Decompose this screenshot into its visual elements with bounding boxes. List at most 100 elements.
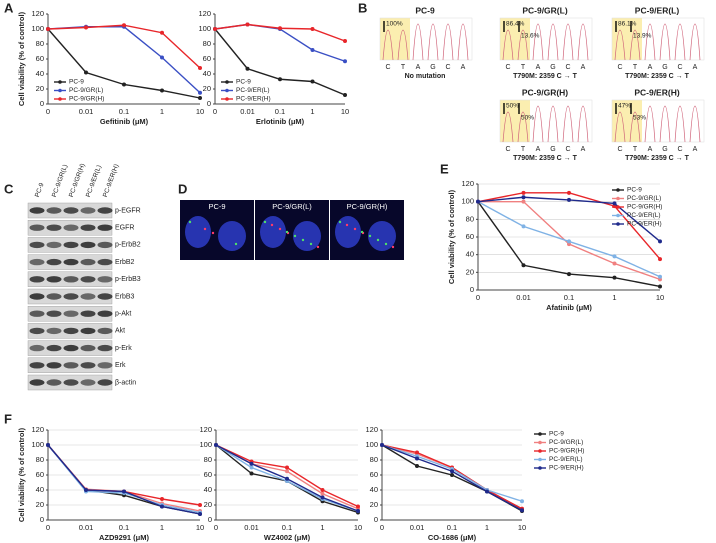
legend-label: PC-9/GR(H)	[549, 448, 584, 455]
data-point	[310, 79, 315, 84]
seq-peak	[689, 23, 701, 61]
fish-signal	[278, 227, 282, 231]
seq-peak	[644, 23, 656, 61]
blot-band	[29, 241, 45, 249]
data-point	[214, 443, 218, 447]
y-tick-label: 40	[370, 485, 378, 494]
data-point	[310, 48, 315, 52]
fish-signal	[309, 242, 313, 246]
seq-caption: No mutation	[405, 73, 446, 80]
data-point	[521, 224, 526, 229]
y-tick-label: 100	[461, 197, 474, 206]
data-point	[320, 495, 325, 500]
x-tick-label: 1	[160, 523, 164, 532]
series-line	[47, 444, 201, 514]
data-point	[213, 27, 217, 31]
data-point	[567, 239, 571, 244]
fish-signal	[384, 242, 388, 246]
legend-label: PC-9/GR(L)	[549, 439, 583, 446]
data-point	[160, 504, 164, 509]
data-point	[285, 469, 289, 474]
blot-band	[97, 207, 113, 214]
data-point	[521, 190, 526, 195]
legend-label: PC-9	[69, 79, 84, 86]
seq-percent: 13.9%	[633, 33, 652, 40]
x-tick-label: 0.1	[282, 523, 292, 532]
y-tick-label: 80	[203, 39, 211, 48]
seq-peak	[517, 29, 529, 61]
data-point	[612, 254, 617, 259]
x-tick-label: 0.01	[79, 107, 94, 116]
seq-base: C	[505, 146, 510, 153]
blot-column-label: PC-9	[34, 182, 46, 199]
blot-band	[80, 258, 96, 266]
fish-label: PC-9/GR(L)	[272, 202, 312, 211]
seq-base: C	[565, 64, 570, 71]
seq-peak	[412, 23, 424, 61]
series-line	[215, 444, 359, 508]
x-tick-label: 0.1	[119, 523, 129, 532]
blot-band	[80, 207, 96, 214]
legend-marker	[616, 205, 620, 209]
data-point	[278, 77, 282, 82]
seq-base: T	[521, 64, 526, 71]
seq-base: T	[521, 146, 526, 153]
x-tick-label: 0	[214, 523, 218, 532]
seq-frame	[499, 17, 593, 61]
blot-band	[97, 362, 113, 369]
seq-percent: 86.1%	[618, 21, 637, 28]
data-point	[658, 284, 662, 289]
seq-title: PC-9/ER(H)	[634, 87, 680, 97]
blot-row-label: ErbB3	[115, 293, 135, 300]
series-line	[381, 444, 523, 512]
legend-marker	[538, 432, 542, 436]
seq-peak	[614, 29, 626, 61]
seq-percent: 13.6%	[521, 33, 540, 40]
y-tick-label: 80	[36, 455, 44, 464]
x-tick-label: 0.01	[410, 523, 425, 532]
legend-label: PC-9/ER(H)	[549, 465, 584, 472]
seq-percent: 53%	[633, 115, 646, 122]
fish-signal	[188, 220, 192, 224]
blot-band	[46, 207, 62, 214]
y-tick-label: 20	[36, 500, 44, 509]
blot-band	[29, 293, 45, 300]
data-point	[612, 261, 617, 266]
y-tick-label: 120	[31, 9, 44, 18]
blot-row-label: ErbB2	[115, 259, 135, 266]
y-tick-label: 40	[204, 485, 212, 494]
legend-marker	[616, 213, 620, 218]
blot-band	[63, 310, 79, 317]
seq-base: T	[633, 64, 638, 71]
data-point	[356, 509, 360, 513]
seq-peak	[532, 105, 544, 143]
y-tick-label: 0	[208, 515, 212, 524]
seq-caption: T790M: 2359 C → T	[625, 155, 690, 162]
panel-label: F	[4, 411, 12, 426]
blot-band	[80, 276, 96, 283]
data-point	[476, 199, 480, 204]
y-tick-label: 0	[470, 285, 474, 294]
blot-band	[29, 327, 45, 335]
seq-base: G	[662, 146, 667, 153]
y-tick-label: 60	[204, 470, 212, 479]
seq-base: G	[550, 146, 555, 153]
x-axis-label: AZD9291 (μM)	[99, 533, 150, 542]
y-tick-label: 80	[204, 455, 212, 464]
y-tick-label: 80	[370, 455, 378, 464]
legend-label: PC-9/GR(H)	[627, 204, 662, 211]
seq-base: A	[648, 64, 653, 71]
fish-label: PC-9/GR(H)	[347, 202, 388, 211]
data-point	[46, 443, 50, 447]
seq-base: C	[565, 146, 570, 153]
y-tick-label: 40	[466, 250, 474, 259]
data-point	[567, 190, 571, 195]
y-tick-label: 120	[198, 9, 211, 18]
fish-nucleus	[368, 221, 396, 251]
x-tick-label: 1	[612, 293, 616, 302]
data-point	[198, 512, 202, 516]
legend-marker	[538, 457, 542, 462]
blot-band	[29, 379, 45, 386]
fish-signal	[316, 245, 320, 249]
blot-column-label: PC-9/ER(L)	[85, 164, 103, 198]
